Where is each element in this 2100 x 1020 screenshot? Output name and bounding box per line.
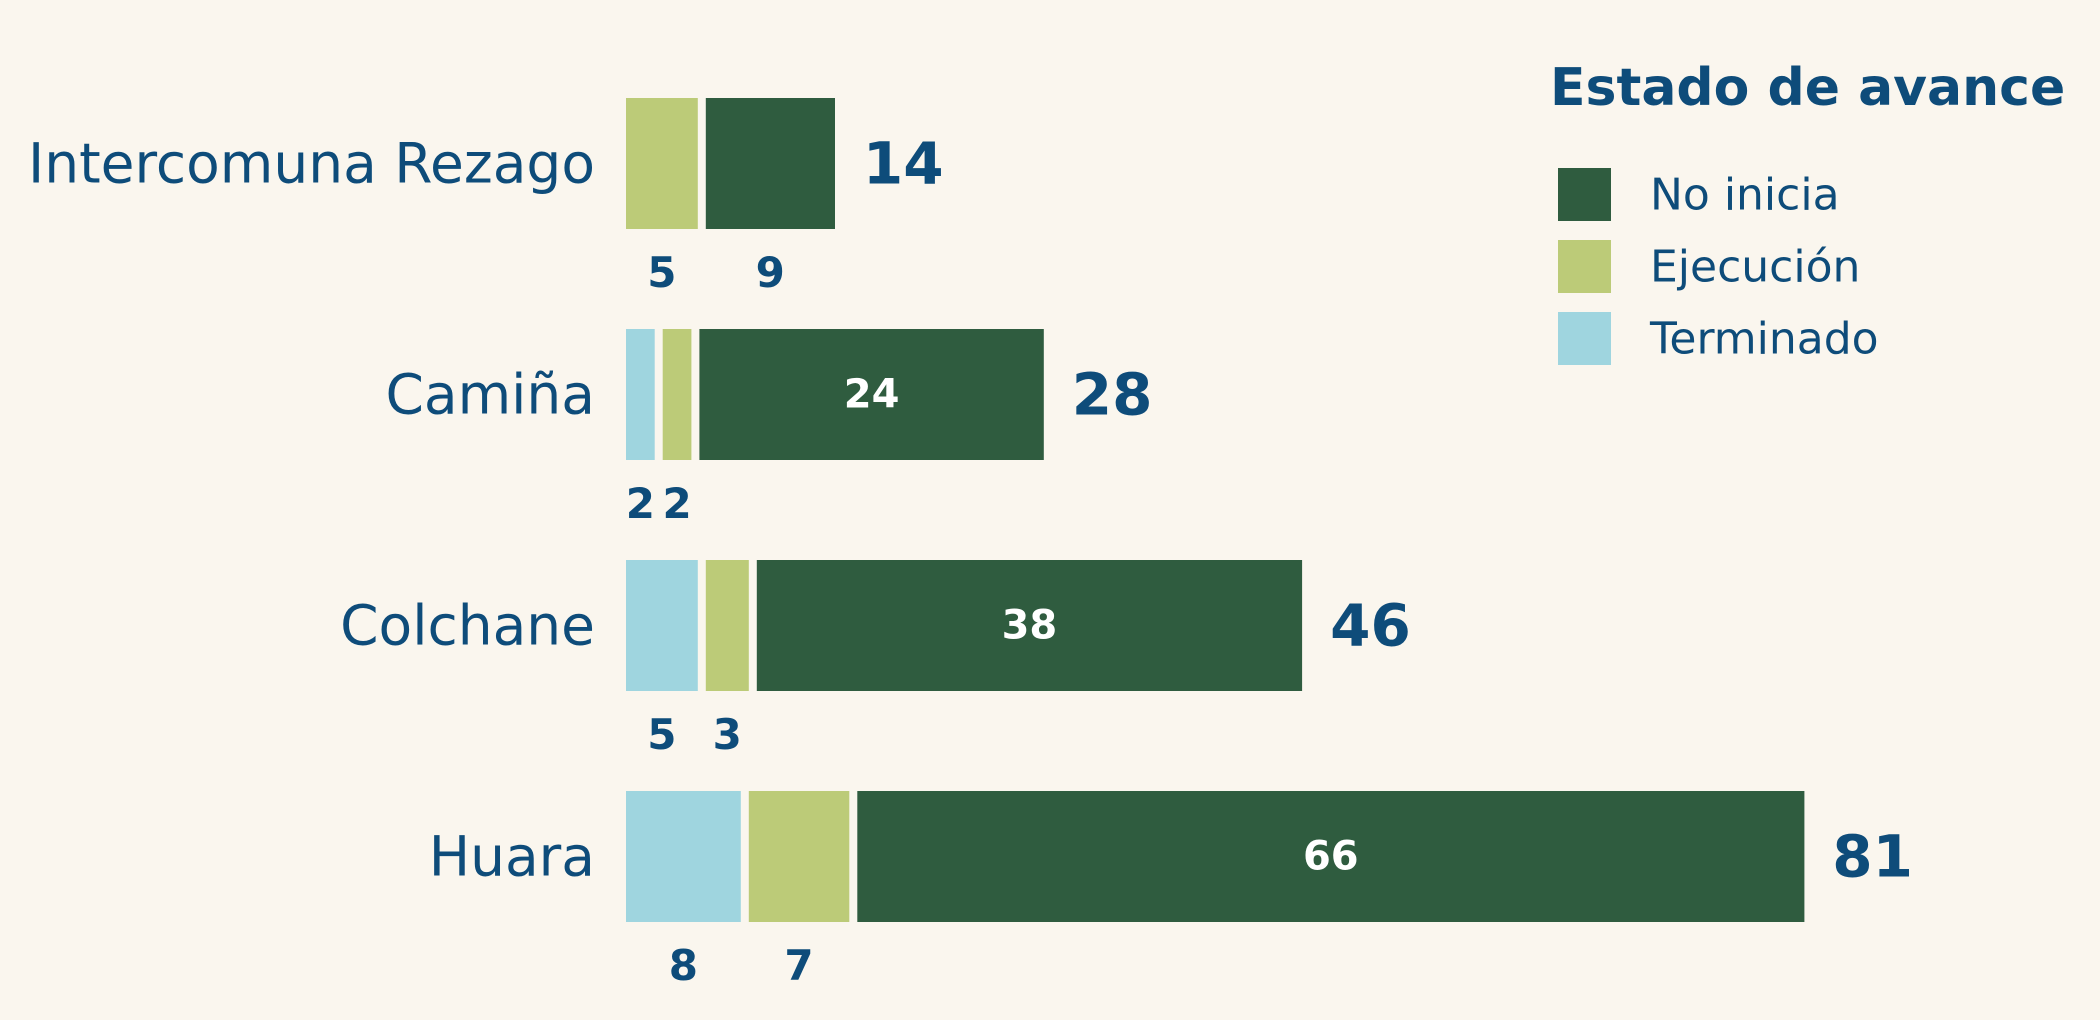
total-label-intercomuna-rezago: 14 [863, 130, 944, 198]
value-label-camina-no-inicia: 24 [844, 372, 900, 418]
total-label-camina: 28 [1072, 361, 1153, 429]
legend-label-no-inicia: No inicia [1650, 170, 1840, 221]
value-label-intercomuna-rezago-no-inicia: 9 [756, 248, 785, 297]
legend-label-terminado: Terminado [1649, 314, 1879, 365]
bars-layer: Intercomuna Rezago 5 9 14 Camiña 2 2 24 28 Colcha… [28, 98, 1913, 990]
legend-swatch-ejecucion [1558, 240, 1611, 293]
value-label-colchane-ejecucion: 3 [713, 710, 742, 759]
bar-colchane-terminado [626, 560, 698, 691]
value-label-camina-terminado: 2 [626, 479, 655, 528]
legend-swatch-no-inicia [1558, 168, 1611, 221]
bar-huara-terminado [626, 791, 741, 922]
legend-swatch-terminado [1558, 312, 1611, 365]
bar-huara-no-inicia [857, 791, 1805, 922]
bar-camina-ejecucion [662, 329, 692, 460]
bar-camina-terminado [626, 329, 655, 460]
value-label-huara-terminado: 8 [669, 941, 698, 990]
bar-camina-no-inicia [699, 329, 1044, 460]
bar-colchane-no-inicia [756, 560, 1303, 691]
total-label-huara: 81 [1832, 823, 1913, 891]
value-label-intercomuna-rezago-ejecucion: 5 [647, 248, 676, 297]
bar-colchane-ejecucion [705, 560, 749, 691]
legend-title: Estado de avance [1550, 58, 2065, 118]
value-label-camina-ejecucion: 2 [662, 479, 691, 528]
bar-intercomuna-rezago-ejecucion [626, 98, 698, 229]
bar-huara-ejecucion [748, 791, 850, 922]
total-label-colchane: 46 [1330, 592, 1411, 660]
category-label-huara: Huara [429, 825, 595, 889]
bar-intercomuna-rezago-no-inicia [705, 98, 835, 229]
category-label-camina: Camiña [385, 363, 595, 427]
legend: Estado de avance No inicia Ejecución Termin… [1550, 58, 2065, 365]
legend-label-ejecucion: Ejecución [1650, 242, 1860, 293]
value-label-huara-no-inicia: 66 [1303, 834, 1359, 880]
value-label-colchane-no-inicia: 38 [1002, 603, 1058, 649]
value-label-huara-ejecucion: 7 [784, 941, 813, 990]
category-label-intercomuna-rezago: Intercomuna Rezago [28, 132, 595, 196]
category-label-colchane: Colchane [340, 594, 595, 658]
value-label-colchane-terminado: 5 [647, 710, 676, 759]
